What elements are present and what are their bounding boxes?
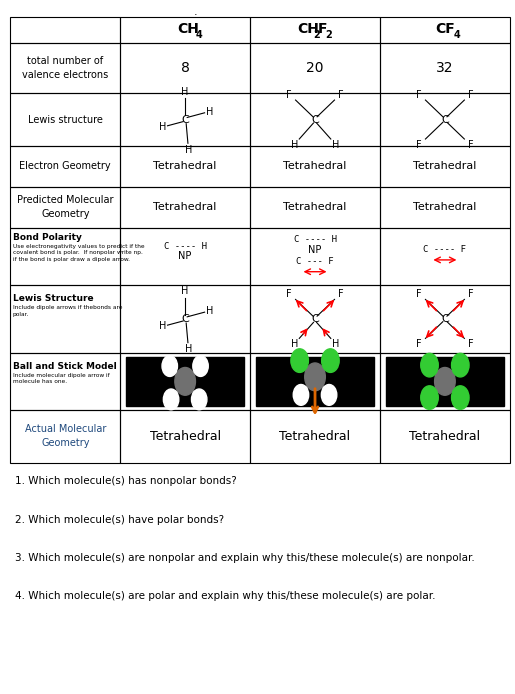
Text: C ---- H: C ---- H — [164, 242, 207, 251]
Text: F: F — [338, 90, 344, 99]
Text: C: C — [311, 314, 319, 324]
Text: C ---- F: C ---- F — [423, 245, 467, 254]
Text: Actual Molecular
Geometry: Actual Molecular Geometry — [25, 424, 106, 448]
Text: C ---- H: C ---- H — [294, 235, 336, 244]
Text: Bond Polarity: Bond Polarity — [13, 233, 82, 242]
Text: H: H — [291, 339, 298, 349]
Text: Lewis Structure: Lewis Structure — [13, 294, 94, 303]
Text: polar.: polar. — [13, 312, 29, 316]
Text: C: C — [441, 314, 449, 324]
Text: F: F — [468, 289, 474, 299]
Text: H: H — [205, 107, 213, 117]
Text: Include dipole arrows if thebonds are: Include dipole arrows if thebonds are — [13, 305, 123, 310]
Circle shape — [162, 355, 178, 376]
Text: F: F — [468, 90, 474, 99]
Circle shape — [421, 353, 438, 377]
Circle shape — [163, 389, 179, 410]
Text: 2: 2 — [313, 30, 320, 40]
Text: Include molecular dipole arrow if: Include molecular dipole arrow if — [13, 373, 110, 378]
Circle shape — [322, 349, 339, 373]
Text: 32: 32 — [436, 61, 454, 76]
Text: F: F — [416, 90, 422, 99]
Circle shape — [421, 386, 438, 409]
Text: C: C — [181, 314, 189, 324]
Text: Tetrahedral: Tetrahedral — [409, 430, 480, 443]
Text: C --- F: C --- F — [296, 257, 334, 266]
Text: H: H — [181, 87, 189, 97]
Text: CH: CH — [177, 22, 199, 36]
Text: H: H — [332, 339, 339, 349]
Circle shape — [305, 363, 325, 391]
Text: H: H — [291, 139, 298, 149]
Text: Tetrahedral: Tetrahedral — [283, 202, 347, 212]
Text: F: F — [468, 339, 474, 349]
Text: Tetrahedral: Tetrahedral — [280, 430, 351, 443]
Bar — [126, 357, 244, 406]
Text: Ball and Stick Model: Ball and Stick Model — [13, 362, 116, 371]
Circle shape — [175, 368, 195, 396]
Text: 4: 4 — [453, 30, 460, 40]
Text: Electron Geometry: Electron Geometry — [20, 161, 111, 171]
Bar — [386, 357, 504, 406]
Circle shape — [321, 384, 337, 405]
Text: 8: 8 — [181, 61, 190, 76]
Text: H: H — [159, 122, 166, 132]
Circle shape — [435, 368, 455, 396]
Text: H: H — [332, 139, 339, 149]
Text: if the bond is polar draw a dipole arrow.: if the bond is polar draw a dipole arrow… — [13, 257, 130, 262]
Circle shape — [192, 389, 207, 410]
Text: F: F — [318, 22, 327, 36]
Circle shape — [452, 386, 469, 409]
Text: F: F — [338, 289, 344, 299]
Bar — [256, 357, 374, 406]
Text: Predicted Molecular
Geometry: Predicted Molecular Geometry — [17, 195, 113, 219]
Text: 3. Which molecule(s) are nonpolar and explain why this/these molecule(s) are non: 3. Which molecule(s) are nonpolar and ex… — [15, 553, 475, 563]
Text: 2. Which molecule(s) have polar bonds?: 2. Which molecule(s) have polar bonds? — [15, 515, 225, 525]
Text: F: F — [416, 139, 422, 149]
Text: H: H — [159, 321, 166, 332]
Text: 1. Which molecule(s) has nonpolar bonds?: 1. Which molecule(s) has nonpolar bonds? — [15, 477, 237, 486]
Text: Tetrahedral: Tetrahedral — [149, 430, 221, 443]
Text: 4. Which molecule(s) are polar and explain why this/these molecule(s) are polar.: 4. Which molecule(s) are polar and expla… — [15, 591, 436, 601]
Text: F: F — [416, 289, 422, 299]
Text: total number of
valence electrons: total number of valence electrons — [22, 56, 108, 81]
Text: covalent bond is polar.  If nonpolar write np.: covalent bond is polar. If nonpolar writ… — [13, 251, 143, 255]
Text: CH: CH — [297, 22, 319, 36]
Text: Tetrahedral: Tetrahedral — [153, 161, 217, 171]
Text: CF: CF — [436, 22, 455, 36]
Text: C: C — [181, 115, 189, 124]
Circle shape — [193, 355, 208, 376]
Text: Tetrahedral: Tetrahedral — [413, 202, 476, 212]
Text: molecule has one.: molecule has one. — [13, 379, 67, 384]
Circle shape — [452, 353, 469, 377]
Text: F: F — [468, 139, 474, 149]
Text: Tetrahedral: Tetrahedral — [283, 161, 347, 171]
Text: C: C — [311, 115, 319, 124]
Text: 4: 4 — [195, 30, 202, 40]
Text: C: C — [441, 115, 449, 124]
Text: Tetrahedral: Tetrahedral — [413, 161, 476, 171]
Text: F: F — [286, 289, 292, 299]
Text: NP: NP — [308, 244, 322, 255]
Text: 2: 2 — [325, 30, 332, 40]
Text: Tetrahedral: Tetrahedral — [153, 202, 217, 212]
Text: H: H — [205, 307, 213, 316]
Text: .: . — [194, 7, 198, 17]
Text: Use electronegativity values to predict if the: Use electronegativity values to predict … — [13, 244, 145, 249]
Text: NP: NP — [179, 251, 192, 262]
Text: Lewis structure: Lewis structure — [28, 115, 102, 124]
Text: 20: 20 — [306, 61, 324, 76]
Text: H: H — [185, 144, 193, 155]
Circle shape — [291, 349, 308, 373]
Circle shape — [293, 384, 308, 405]
Text: H: H — [181, 287, 189, 296]
Text: F: F — [286, 90, 292, 99]
Text: H: H — [185, 344, 193, 354]
Text: F: F — [416, 339, 422, 349]
